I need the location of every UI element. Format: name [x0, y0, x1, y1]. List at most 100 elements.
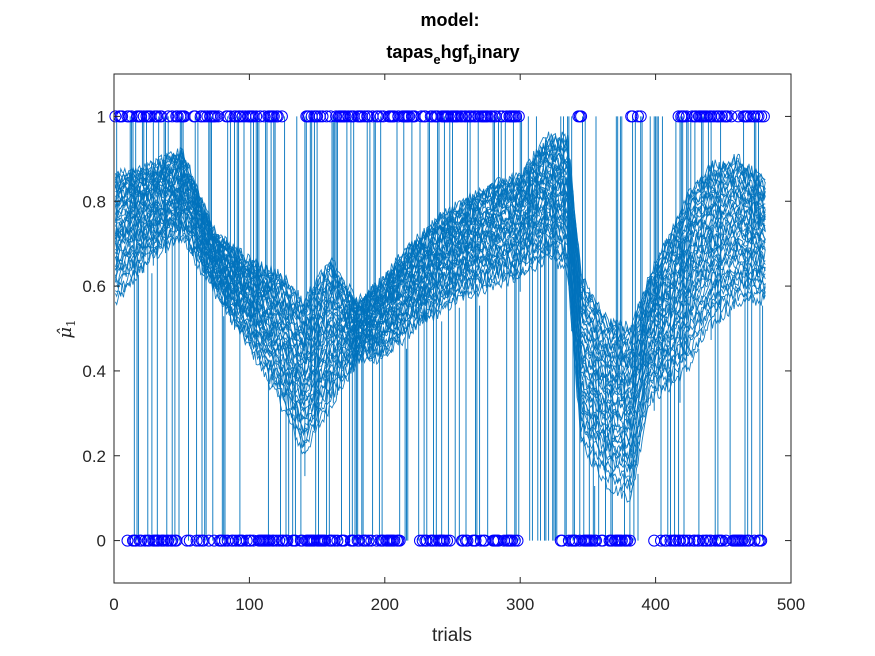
input-marker-one: [634, 110, 647, 123]
input-marker-one: [212, 110, 225, 123]
input-marker-zero: [353, 534, 366, 547]
input-marker-zero: [362, 534, 375, 547]
input-marker-zero: [162, 534, 175, 547]
chart-title-line2: tapasehgfbinary: [386, 42, 519, 67]
x-tick-label: 300: [506, 595, 534, 614]
input-marker-zero: [240, 534, 253, 547]
input-marker-zero: [328, 534, 341, 547]
input-marker-zero: [755, 534, 768, 547]
input-marker-zero: [674, 534, 686, 547]
input-marker-zero: [121, 534, 134, 547]
y-axis-ticks: 0 0.2 0.4 0.6 0.8 1: [82, 107, 791, 551]
input-marker-zero: [181, 534, 194, 547]
input-marker-zero: [273, 534, 286, 547]
input-marker-zero: [281, 534, 294, 547]
input-marker-one: [680, 110, 693, 123]
title-part-4: b: [469, 52, 477, 67]
input-marker-one: [748, 110, 761, 123]
y-tick-label: 0.2: [82, 447, 106, 466]
input-marker-one: [162, 110, 175, 123]
input-marker-zero: [623, 534, 636, 547]
input-marker-one: [125, 110, 138, 123]
input-marker-one: [109, 110, 122, 123]
input-marker-zero: [267, 534, 280, 547]
y-tick-label: 0: [97, 532, 106, 551]
input-marker-zero: [143, 534, 156, 547]
input-marker-zero: [683, 534, 696, 547]
input-marker-zero: [190, 534, 203, 547]
input-marker-one: [189, 110, 202, 123]
input-marker-zero: [319, 534, 332, 547]
input-marker-one: [271, 110, 284, 123]
y-axis-label-symbol: μ̂: [55, 327, 76, 339]
input-marker-zero: [621, 534, 634, 547]
chart-title-line1: model:: [420, 10, 479, 30]
x-axis-ticks: 0 100 200 300 400 500: [109, 74, 805, 614]
input-marker-zero: [596, 534, 609, 547]
input-marker-one: [362, 110, 375, 123]
input-marker-zero: [474, 534, 487, 547]
input-marker-one: [316, 110, 329, 123]
title-part-3: hgf: [441, 42, 470, 62]
belief-trajectory-line: [114, 184, 766, 403]
title-part-2: e: [433, 52, 440, 67]
input-marker-zero: [441, 534, 454, 547]
input-marker-zero: [152, 534, 165, 547]
input-marker-zero: [166, 534, 179, 547]
input-marker-zero: [393, 534, 406, 547]
input-marker-zero: [511, 534, 524, 547]
input-spike-lines: [116, 116, 764, 541]
input-marker-one: [632, 110, 644, 123]
input-marker-one: [442, 110, 455, 123]
input-marker-one: [330, 110, 343, 123]
input-markers: [109, 110, 770, 547]
belief-trajectory-line: [115, 209, 766, 449]
title-part-5: inary: [477, 42, 520, 62]
input-marker-zero: [263, 534, 276, 547]
input-marker-zero: [739, 534, 751, 547]
input-marker-one: [339, 110, 352, 123]
y-axis-label-subscript: 1: [64, 319, 78, 327]
input-marker-one: [171, 110, 184, 123]
input-marker-zero: [590, 534, 602, 547]
input-marker-one: [275, 110, 288, 123]
input-marker-zero: [508, 534, 521, 547]
input-marker-zero: [331, 534, 344, 547]
input-marker-zero: [655, 534, 667, 547]
y-tick-label: 0.6: [82, 277, 106, 296]
input-marker-one: [135, 110, 148, 123]
input-marker-zero: [420, 534, 433, 547]
input-marker-one: [626, 110, 639, 123]
input-marker-one: [752, 110, 765, 123]
y-tick-label: 0.8: [82, 192, 106, 211]
x-tick-label: 200: [371, 595, 399, 614]
input-marker-one: [732, 110, 745, 123]
input-marker-zero: [183, 534, 196, 547]
input-marker-one: [460, 110, 472, 123]
input-marker-one: [250, 110, 263, 123]
input-marker-zero: [461, 534, 474, 547]
input-marker-one: [258, 110, 271, 123]
x-tick-label: 400: [641, 595, 669, 614]
input-marker-one: [358, 110, 371, 123]
title-part-1: tapas: [386, 42, 433, 62]
y-axis-label: μ̂1: [55, 319, 78, 338]
y-tick-label: 1: [97, 107, 106, 126]
input-marker-one: [320, 110, 333, 123]
input-marker-one: [481, 110, 494, 123]
input-marker-zero: [193, 534, 206, 547]
y-tick-label: 0.4: [82, 362, 106, 381]
input-marker-zero: [388, 534, 401, 547]
input-marker-zero: [135, 534, 148, 547]
input-marker-one: [456, 110, 468, 123]
input-marker-zero: [506, 534, 519, 547]
input-marker-zero: [338, 534, 351, 547]
input-marker-zero: [443, 534, 456, 547]
input-marker-one: [575, 110, 588, 123]
input-marker-zero: [469, 534, 482, 547]
input-marker-zero: [227, 534, 240, 547]
input-marker-one: [672, 110, 685, 123]
input-marker-zero: [697, 534, 709, 547]
input-marker-one: [267, 110, 280, 123]
belief-trajectory-line: [115, 222, 766, 480]
